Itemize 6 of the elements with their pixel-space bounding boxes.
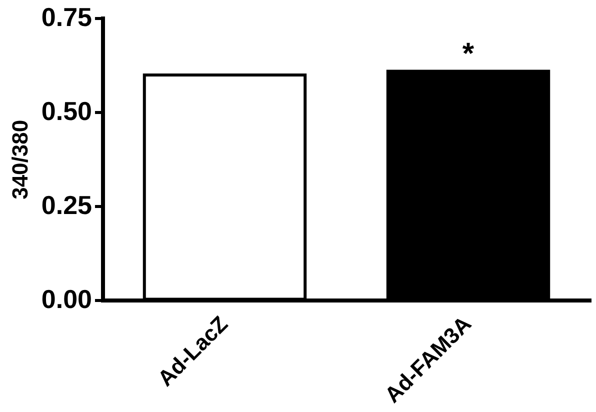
y-tick-label: 0.00 bbox=[41, 284, 92, 314]
y-tick-label: 0.75 bbox=[41, 2, 92, 32]
y-tick-label: 0.25 bbox=[41, 190, 92, 220]
annotation: * bbox=[462, 38, 474, 71]
y-tick-label: 0.50 bbox=[41, 96, 92, 126]
y-axis-title: 340/380 bbox=[7, 120, 32, 200]
